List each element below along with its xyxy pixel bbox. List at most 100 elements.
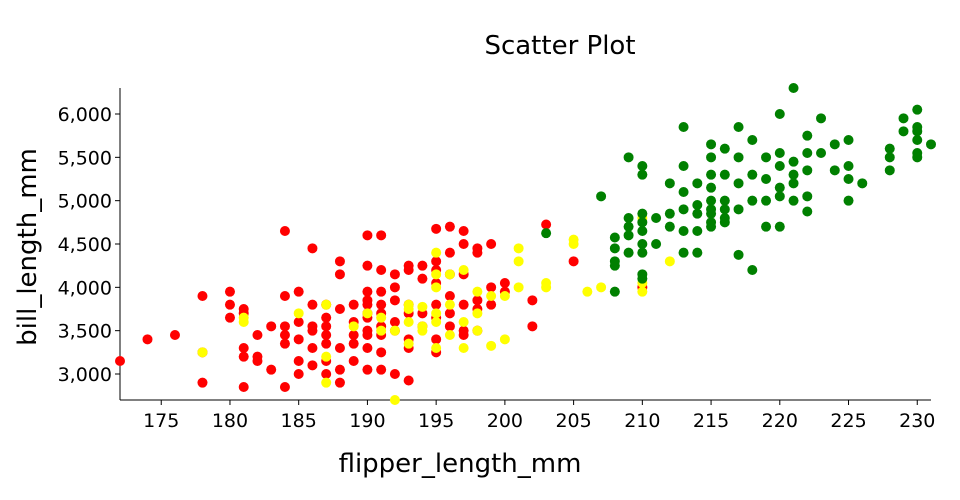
data-point <box>692 247 703 258</box>
data-point <box>293 286 304 297</box>
data-point <box>884 143 895 154</box>
x-tick-label: 210 <box>624 410 660 432</box>
data-point <box>541 282 552 293</box>
data-point <box>609 286 620 297</box>
data-point <box>279 291 290 301</box>
data-point <box>197 347 208 358</box>
data-point <box>637 286 648 297</box>
data-point <box>623 152 634 163</box>
data-point <box>774 191 785 202</box>
data-point <box>761 221 772 232</box>
data-point <box>321 312 332 323</box>
data-point <box>843 161 854 171</box>
y-tick-label: 5,500 <box>58 147 112 169</box>
data-point <box>431 256 442 267</box>
data-point <box>389 317 400 327</box>
data-point <box>788 178 799 189</box>
data-point <box>389 369 400 379</box>
data-point <box>623 221 634 232</box>
data-point <box>637 169 648 180</box>
x-tick-label: 230 <box>899 410 935 432</box>
data-point <box>761 174 772 184</box>
data-point <box>307 360 318 371</box>
data-point <box>541 219 552 230</box>
data-point <box>403 375 414 386</box>
data-point <box>279 226 290 236</box>
data-point <box>527 321 538 332</box>
data-point <box>829 165 840 176</box>
data-point <box>747 265 758 275</box>
data-point <box>307 299 318 310</box>
data-point <box>458 239 469 249</box>
data-point <box>637 247 648 258</box>
data-point <box>802 130 813 141</box>
x-tick-label: 215 <box>693 410 729 432</box>
data-point <box>224 312 235 323</box>
data-point <box>788 169 799 180</box>
data-point <box>486 299 497 310</box>
data-point <box>802 148 813 158</box>
data-point <box>362 330 373 340</box>
data-point <box>238 343 249 353</box>
data-point <box>706 182 717 193</box>
data-point <box>788 156 799 167</box>
data-point <box>293 356 304 366</box>
data-point <box>486 239 497 249</box>
data-point <box>334 269 345 280</box>
data-point <box>527 295 538 306</box>
data-point <box>458 343 469 353</box>
data-point <box>431 334 442 345</box>
data-point <box>376 230 387 241</box>
data-point <box>376 286 387 297</box>
data-point <box>293 308 304 319</box>
data-point <box>719 143 730 154</box>
data-point <box>472 308 483 319</box>
data-point <box>513 256 524 267</box>
data-point <box>444 269 455 280</box>
data-point <box>362 230 373 241</box>
data-point <box>829 139 840 150</box>
data-point <box>403 304 414 314</box>
data-point <box>637 161 648 171</box>
data-point <box>444 308 455 319</box>
data-point <box>362 343 373 353</box>
data-point <box>348 299 359 310</box>
data-point <box>389 269 400 280</box>
data-point <box>706 139 717 150</box>
data-point <box>362 260 373 271</box>
data-point <box>568 239 579 249</box>
x-tick-label: 175 <box>143 410 179 432</box>
data-point <box>417 260 428 271</box>
y-tick-label: 5,000 <box>58 191 112 213</box>
data-point <box>843 135 854 145</box>
data-point <box>431 247 442 258</box>
data-point <box>431 308 442 319</box>
data-point <box>334 304 345 314</box>
data-point <box>238 351 249 362</box>
data-point <box>169 330 180 340</box>
data-point <box>898 126 909 137</box>
y-tick-label: 4,000 <box>58 277 112 299</box>
data-point <box>706 195 717 206</box>
data-point <box>376 265 387 275</box>
data-point <box>238 382 249 392</box>
data-point <box>279 338 290 349</box>
data-point <box>706 169 717 180</box>
y-tick-label: 3,000 <box>58 364 112 386</box>
data-point <box>403 317 414 327</box>
data-point <box>733 152 744 163</box>
data-point <box>362 299 373 310</box>
data-point <box>334 343 345 353</box>
data-point <box>637 239 648 249</box>
data-point <box>293 369 304 379</box>
chart-title: Scatter Plot <box>484 31 635 61</box>
data-point <box>609 243 620 254</box>
data-point <box>802 191 813 202</box>
data-point <box>706 221 717 232</box>
data-point <box>389 325 400 336</box>
data-point <box>637 208 648 219</box>
data-point <box>733 249 744 260</box>
data-point <box>678 247 689 258</box>
data-point <box>637 273 648 284</box>
